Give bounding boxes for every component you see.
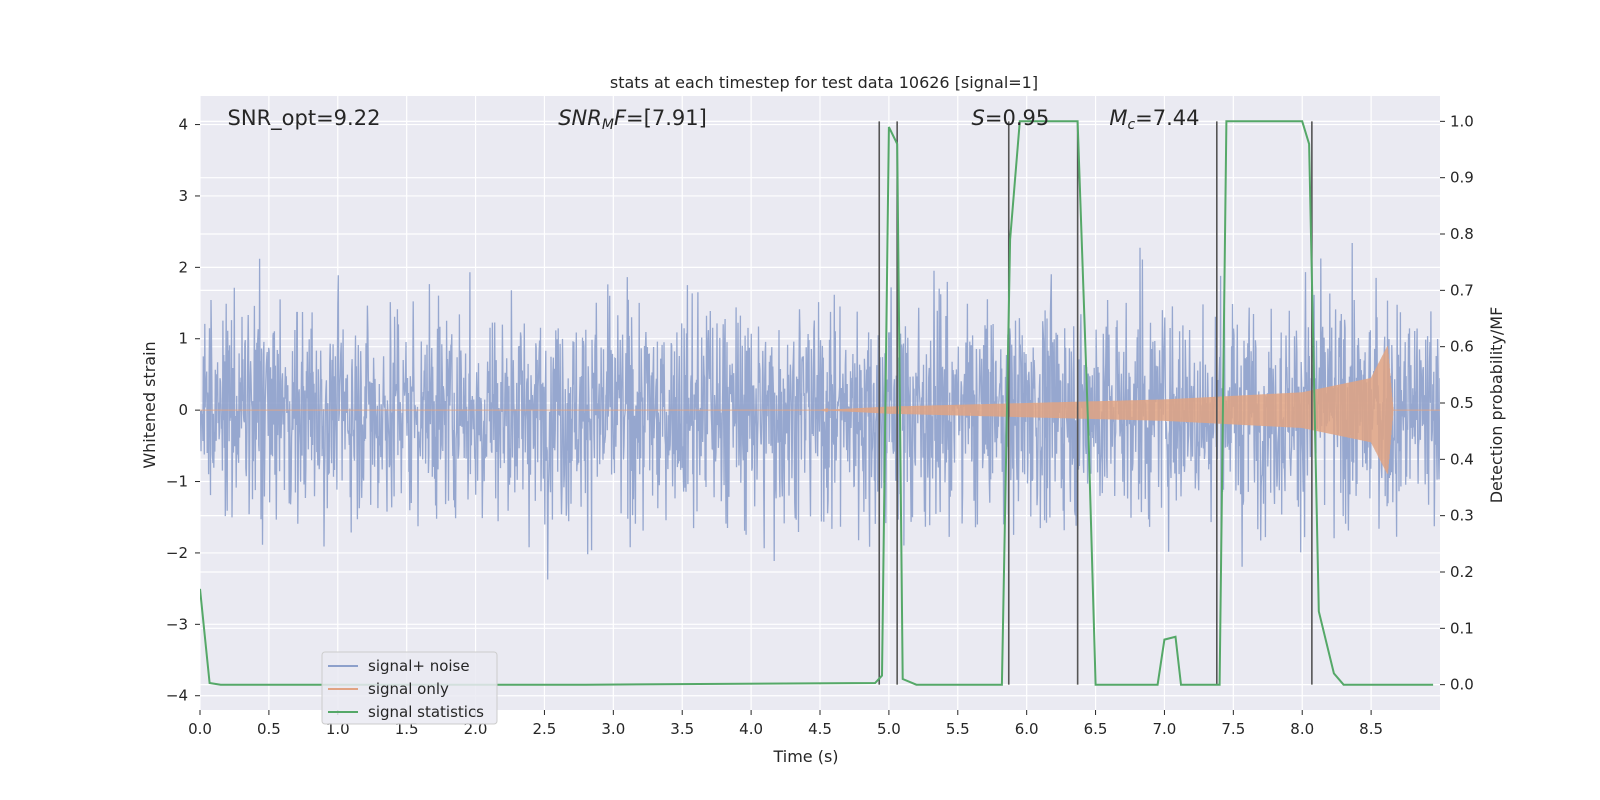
- y-right-tick-label: 0.0: [1450, 676, 1474, 694]
- legend-label: signal+ noise: [368, 657, 470, 675]
- x-tick-label: 8.5: [1359, 720, 1383, 738]
- y-right-tick-label: 0.3: [1450, 507, 1474, 525]
- legend-label: signal statistics: [368, 703, 484, 721]
- y-right-tick-label: 0.2: [1450, 563, 1474, 581]
- y-right-tick-label: 0.5: [1450, 394, 1474, 412]
- annotation-text: SNRMF=[7.91]: [558, 106, 707, 133]
- x-tick-label: 2.5: [533, 720, 557, 738]
- x-tick-label: 3.0: [601, 720, 625, 738]
- annotation-text: Mc=7.44: [1109, 106, 1199, 133]
- x-tick-label: 0.0: [188, 720, 212, 738]
- y-left-tick-label: 2: [178, 258, 188, 276]
- x-tick-label: 7.5: [1221, 720, 1245, 738]
- x-tick-label: 5.5: [946, 720, 970, 738]
- y-left-tick-label: −3: [166, 615, 188, 633]
- x-tick-label: 4.0: [739, 720, 763, 738]
- vertical-markers: [878, 121, 1313, 685]
- y-right-tick-label: 0.6: [1450, 338, 1474, 356]
- series-signal-noise: [200, 242, 1440, 580]
- signal-only-line: [200, 346, 1440, 474]
- y-right-tick-label: 0.7: [1450, 281, 1474, 299]
- x-axis-label: Time (s): [772, 747, 838, 766]
- y-left-tick-label: −1: [166, 473, 188, 491]
- x-tick-label: 4.5: [808, 720, 832, 738]
- y-left-tick-label: −4: [166, 687, 188, 705]
- chart-title: stats at each timestep for test data 106…: [610, 73, 1038, 92]
- y-right-axis-ticks: 1.0 0.9 0.8 0.7 0.6 0.5 0.4 0.3 0.2 0.1 0.0: [1440, 112, 1474, 694]
- x-tick-label: 3.5: [670, 720, 694, 738]
- legend-box: [321, 651, 498, 725]
- y-left-tick-label: 4: [178, 116, 188, 134]
- y-right-axis-label: Detection probability/MF: [1487, 307, 1506, 504]
- y-left-axis-ticks: 4 3 2 1 0 −1 −2 −3 −4: [166, 116, 200, 705]
- x-tick-label: 7.0: [1153, 720, 1177, 738]
- series-signal-statistics: [200, 120, 1434, 686]
- legend: signal+ noise signal only signal statistic…: [321, 651, 498, 725]
- annotation-text: SNR_opt=9.22: [228, 106, 381, 131]
- x-tick-label: 6.5: [1084, 720, 1108, 738]
- legend-label: signal only: [368, 680, 449, 698]
- y-left-tick-label: −2: [166, 544, 188, 562]
- y-left-axis-label: Whitened strain: [140, 341, 159, 468]
- x-tick-label: 8.0: [1290, 720, 1314, 738]
- annotations: SNR_opt=9.22 SNRMF=[7.91] S=0.95 Mc=7.44: [228, 106, 1200, 133]
- x-axis-ticks: 0.0 0.5 1.0 1.5 2.0 2.5 3.0 3.5 4.0 4.5 5.0 5.5 6.0 6…: [188, 710, 1383, 738]
- y-left-tick-label: 0: [178, 401, 188, 419]
- y-left-tick-label: 1: [178, 330, 188, 348]
- y-right-tick-label: 0.9: [1450, 169, 1474, 187]
- y-right-tick-label: 0.8: [1450, 225, 1474, 243]
- x-tick-label: 5.0: [877, 720, 901, 738]
- y-right-tick-label: 0.1: [1450, 619, 1474, 637]
- x-tick-label: 0.5: [257, 720, 281, 738]
- signal-statistics-line: [200, 120, 1434, 686]
- signal-noise-line: [200, 242, 1440, 580]
- x-tick-label: 6.0: [1015, 720, 1039, 738]
- y-right-tick-label: 0.4: [1450, 450, 1474, 468]
- annotation-text: S=0.95: [972, 106, 1050, 130]
- series-signal-only: [200, 346, 1440, 474]
- y-right-tick-label: 1.0: [1450, 112, 1474, 130]
- y-left-tick-label: 3: [178, 187, 188, 205]
